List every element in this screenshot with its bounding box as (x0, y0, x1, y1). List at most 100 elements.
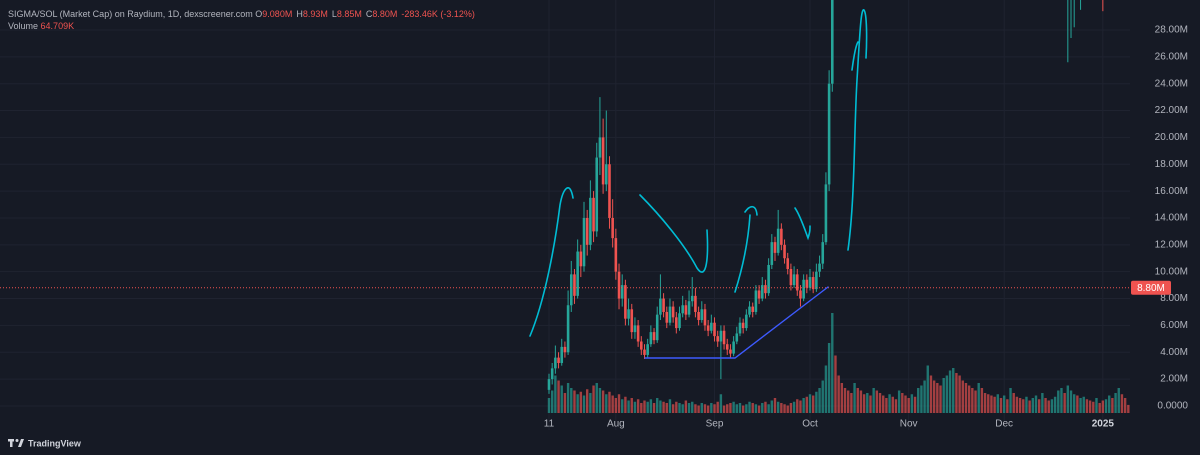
x-tick-label: Dec (995, 419, 1013, 430)
candle-body (745, 314, 748, 329)
drawing (734, 205, 758, 293)
volume-bar (888, 394, 891, 413)
volume-bar (627, 400, 630, 413)
volume-bar (557, 380, 560, 413)
candle-body (690, 295, 694, 302)
volume-bar (1114, 393, 1117, 413)
candle-body (633, 325, 637, 333)
grid (0, 0, 1130, 430)
volume-bar (840, 383, 844, 413)
volume-name: Volume (8, 21, 39, 31)
axes: 0.0000 2.00M 4.00M 6.00M 8.00M 10.00M 12.00M 14… (544, 25, 1189, 430)
volume-bar (917, 388, 920, 413)
candle-body (732, 341, 735, 354)
volume-bar (729, 403, 732, 413)
y-tick-label: 20.00M (1155, 132, 1188, 143)
candle-body (735, 333, 739, 342)
candle-body (675, 317, 678, 329)
logo-part (10, 439, 13, 447)
candle-body (760, 285, 764, 299)
candle-body (592, 197, 595, 232)
candle-body (770, 242, 774, 265)
candle-body (830, 0, 834, 84)
candle-body (729, 349, 732, 354)
volume-bar (726, 404, 729, 413)
volume-bar (1002, 395, 1006, 413)
volume-bar (1028, 400, 1031, 413)
candle-body (678, 313, 681, 329)
candle-body (668, 306, 672, 323)
volume-bar (850, 393, 853, 413)
change: -283.46K (-3.12%) (401, 9, 475, 19)
candle-body (783, 244, 786, 259)
candle-body (665, 311, 669, 323)
candle-body (643, 349, 646, 355)
volume-bar (1025, 396, 1028, 413)
candle-body (611, 217, 614, 239)
volume-bar (1015, 396, 1019, 413)
candle-body (636, 325, 640, 342)
candle-body (710, 322, 713, 331)
candle-body (773, 242, 777, 253)
candle-body (827, 83, 831, 185)
volume-bar (646, 401, 649, 413)
volume-bar (681, 404, 684, 413)
volume-bar (882, 395, 885, 413)
candle-body (608, 164, 611, 218)
volume-bar (1009, 388, 1012, 413)
volume-bar (875, 390, 879, 413)
volume-bar (993, 396, 996, 413)
volume-bar (1108, 395, 1111, 413)
candle-body (582, 217, 586, 267)
candle-body (738, 322, 742, 334)
candle-body (805, 279, 809, 288)
candle-body (792, 274, 796, 286)
candle-body (716, 336, 719, 342)
volume-bar (1104, 399, 1108, 413)
volume-bar (668, 399, 672, 413)
volume-bar (926, 365, 929, 413)
volume-bar (741, 405, 745, 413)
volume-bar (691, 401, 694, 413)
volume-bar (818, 388, 821, 413)
candle-body (719, 330, 723, 342)
volume-bar (862, 394, 866, 413)
volume-bar (808, 394, 812, 413)
drawing (639, 194, 709, 273)
candle-body (655, 314, 659, 341)
volume-bar (821, 380, 824, 413)
candle-body (821, 242, 825, 264)
volume-bar (703, 404, 707, 413)
candle-body (640, 341, 643, 350)
candle-body (757, 290, 761, 299)
volume-bar (576, 394, 579, 413)
ohlc-key: H (296, 9, 303, 19)
candle-body (681, 305, 684, 314)
volume-bar (939, 385, 942, 413)
volume-bar (789, 403, 793, 413)
volume-bar (1095, 398, 1098, 413)
volume-bar (614, 398, 618, 413)
volume-bar (834, 355, 837, 413)
volume-bar (929, 375, 933, 413)
volume-bar (560, 385, 563, 413)
candle-body (748, 306, 751, 315)
volume-bar (961, 380, 964, 413)
y-tick-label: 10.00M (1155, 266, 1188, 277)
volume-bar (713, 404, 716, 413)
volume-bar (710, 403, 713, 413)
candle-body (703, 309, 707, 326)
volume-bar (831, 313, 834, 413)
volume-bar (1044, 398, 1047, 413)
volume-bar (665, 403, 668, 413)
volume-bar (936, 383, 939, 413)
volume-bar (643, 400, 646, 413)
volume-bar (554, 375, 557, 413)
volume-bar (897, 390, 901, 413)
ohlc-value: 9.080M (262, 9, 293, 19)
volume-value: 64.709K (40, 21, 75, 31)
volume-bar (1041, 393, 1044, 413)
volume-bar (945, 375, 949, 413)
x-tick-label: Aug (607, 419, 625, 430)
volume-bar (952, 368, 955, 413)
